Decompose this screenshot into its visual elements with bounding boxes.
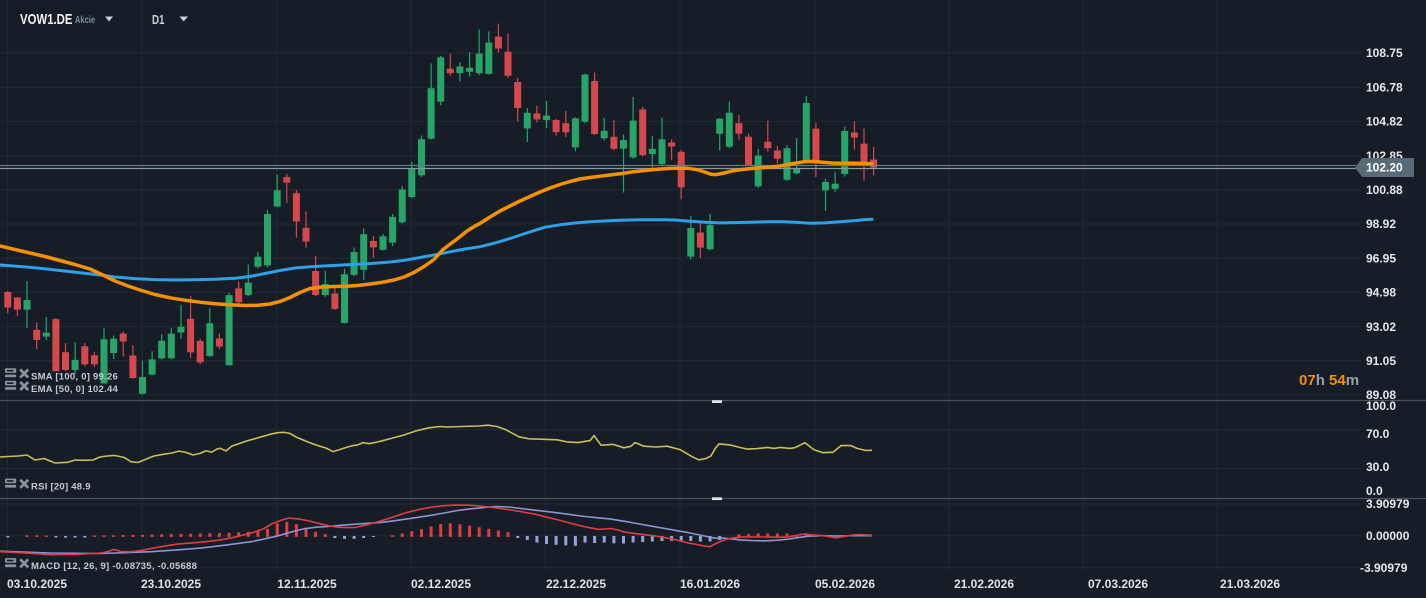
svg-text:VOW1.DE: VOW1.DE (20, 11, 73, 28)
svg-text:108.75: 108.75 (1366, 46, 1403, 60)
svg-text:D1: D1 (152, 12, 165, 27)
svg-text:100.0: 100.0 (1366, 399, 1396, 413)
svg-text:30.0: 30.0 (1366, 460, 1390, 474)
svg-text:12.11.2025: 12.11.2025 (277, 577, 337, 591)
svg-text:SMA [100, 0] 99.26: SMA [100, 0] 99.26 (31, 371, 118, 382)
svg-text:RSI [20] 48.9: RSI [20] 48.9 (31, 482, 91, 493)
svg-text:0.0: 0.0 (1366, 484, 1383, 498)
svg-text:07h 54m: 07h 54m (1299, 372, 1359, 389)
svg-text:104.82: 104.82 (1366, 115, 1403, 129)
svg-text:100.88: 100.88 (1366, 183, 1403, 197)
svg-text:MACD [12, 26, 9] -0.08735, -0.: MACD [12, 26, 9] -0.08735, -0.05688 (31, 561, 197, 572)
svg-text:94.98: 94.98 (1366, 286, 1396, 300)
svg-text:21.03.2026: 21.03.2026 (1220, 577, 1280, 591)
svg-text:EMA [50, 0] 102.44: EMA [50, 0] 102.44 (31, 384, 119, 395)
svg-text:03.10.2025: 03.10.2025 (7, 577, 67, 591)
svg-text:02.12.2025: 02.12.2025 (411, 577, 471, 591)
svg-text:106.78: 106.78 (1366, 80, 1403, 94)
svg-text:96.95: 96.95 (1366, 251, 1396, 265)
svg-text:22.12.2025: 22.12.2025 (546, 577, 606, 591)
svg-text:3.90979: 3.90979 (1366, 497, 1410, 511)
svg-text:21.02.2026: 21.02.2026 (954, 577, 1014, 591)
svg-text:23.10.2025: 23.10.2025 (141, 577, 201, 591)
svg-text:16.01.2026: 16.01.2026 (680, 577, 740, 591)
svg-text:0.00000: 0.00000 (1366, 529, 1410, 543)
svg-text:89.08: 89.08 (1366, 388, 1396, 402)
svg-text:07.03.2026: 07.03.2026 (1088, 577, 1148, 591)
svg-text:93.02: 93.02 (1366, 320, 1396, 334)
svg-text:98.92: 98.92 (1366, 217, 1396, 231)
svg-text:Akcie: Akcie (75, 14, 95, 26)
svg-text:91.05: 91.05 (1366, 354, 1396, 368)
svg-text:-3.90979: -3.90979 (1360, 561, 1408, 575)
svg-text:05.02.2026: 05.02.2026 (815, 577, 875, 591)
svg-text:70.0: 70.0 (1366, 427, 1390, 441)
svg-text:102.20: 102.20 (1366, 161, 1403, 175)
